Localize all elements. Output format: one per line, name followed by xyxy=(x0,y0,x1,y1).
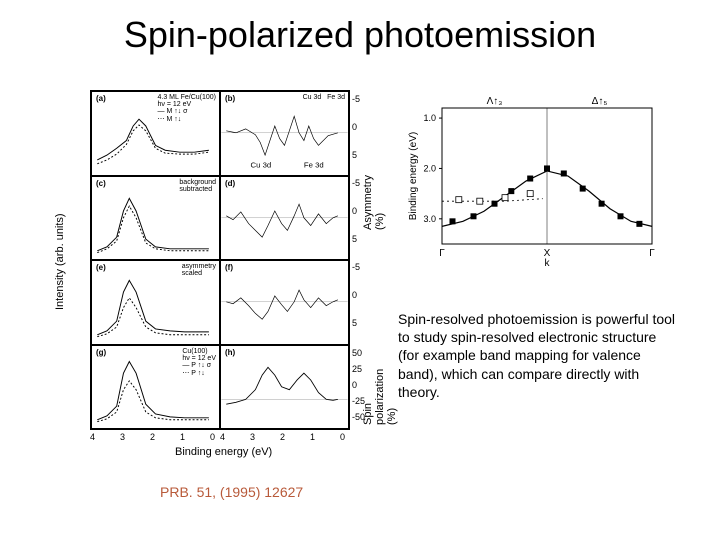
xaxis-label: Binding energy (eV) xyxy=(175,446,272,458)
spin-tick: -50 xyxy=(352,412,365,422)
asym-tick: 0 xyxy=(352,122,357,132)
panel-note: Cu(100) hν = 12 eV — P ↑↓ σ ⋯ P ↑↓ xyxy=(182,348,216,377)
spin-tick: 50 xyxy=(352,348,362,358)
svg-text:Γ: Γ xyxy=(649,248,655,259)
asym-tick: 5 xyxy=(352,150,357,160)
panel-label: (f) xyxy=(225,263,233,272)
svg-text:Cu 3d: Cu 3d xyxy=(251,161,272,170)
panel-c: (c) background subtracted xyxy=(91,176,220,261)
xtick: 3 xyxy=(250,432,255,442)
yaxis-right-top-label: Asymmetry (%) xyxy=(362,175,386,230)
xtick: 4 xyxy=(220,432,225,442)
panel-note: background subtracted xyxy=(179,179,216,193)
panel-note: Cu 3d Fe 3d xyxy=(303,94,345,101)
panel-label: (h) xyxy=(225,348,235,357)
xtick: 0 xyxy=(210,432,215,442)
svg-text:3.0: 3.0 xyxy=(423,214,436,224)
svg-text:1.0: 1.0 xyxy=(423,113,436,123)
svg-text:k: k xyxy=(545,258,551,269)
svg-text:Binding energy (eV): Binding energy (eV) xyxy=(408,132,419,220)
svg-text:2.0: 2.0 xyxy=(423,163,436,173)
xtick: 2 xyxy=(280,432,285,442)
spin-tick: 25 xyxy=(352,364,362,374)
xtick: 2 xyxy=(150,432,155,442)
xtick: 0 xyxy=(340,432,345,442)
panel-a: (a) 4.3 ML Fe/Cu(100) hν = 12 eV — M ↑↓ σ… xyxy=(91,91,220,176)
panel-label: (b) xyxy=(225,94,235,103)
xtick: 1 xyxy=(310,432,315,442)
spin-tick: -25 xyxy=(352,396,365,406)
panel-g: (g) Cu(100) hν = 12 eV — P ↑↓ σ ⋯ P ↑↓ xyxy=(91,345,220,430)
asym-tick: -5 xyxy=(352,94,360,104)
panel-b: Cu 3d Fe 3d (b) Cu 3d Fe 3d xyxy=(220,91,349,176)
right-figure: Λ↑₃Δ↑₅1.02.03.0ΓXΓBinding energy (eV)k xyxy=(404,90,664,270)
citation-text: PRB. 51, (1995) 12627 xyxy=(160,484,303,500)
svg-text:Λ↑₃: Λ↑₃ xyxy=(487,96,503,107)
svg-text:Δ↑₅: Δ↑₅ xyxy=(592,96,608,107)
svg-text:Γ: Γ xyxy=(439,248,445,259)
asym-tick: 0 xyxy=(352,290,357,300)
panel-note: 4.3 ML Fe/Cu(100) hν = 12 eV — M ↑↓ σ ⋯ … xyxy=(158,94,217,123)
panel-h: (h) xyxy=(220,345,349,430)
spin-tick: 0 xyxy=(352,380,357,390)
description-text: Spin-resolved photoemission is powerful … xyxy=(398,310,678,401)
panel-note: asymmetry scaled xyxy=(182,263,216,277)
panel-d: (d) xyxy=(220,176,349,261)
asym-tick: 5 xyxy=(352,318,357,328)
panel-f: (f) xyxy=(220,260,349,345)
page-title: Spin-polarized photoemission xyxy=(124,14,596,56)
panel-label: (g) xyxy=(96,348,106,357)
xtick: 3 xyxy=(120,432,125,442)
panel-label: (e) xyxy=(96,263,106,272)
svg-text:Fe 3d: Fe 3d xyxy=(304,161,324,170)
asym-tick: -5 xyxy=(352,178,360,188)
panel-label: (c) xyxy=(96,179,106,188)
panel-label: (d) xyxy=(225,179,235,188)
asym-tick: 5 xyxy=(352,234,357,244)
yaxis-right-bottom-label: Spin polarization (%) xyxy=(362,369,398,425)
yaxis-left-label: Intensity (arb. units) xyxy=(54,213,66,310)
asym-tick: -5 xyxy=(352,262,360,272)
asym-tick: 0 xyxy=(352,206,357,216)
xtick: 4 xyxy=(90,432,95,442)
left-figure: Intensity (arb. units) Asymmetry (%) Spi… xyxy=(60,90,360,460)
xtick: 1 xyxy=(180,432,185,442)
panel-e: (e) asymmetry scaled xyxy=(91,260,220,345)
panel-label: (a) xyxy=(96,94,106,103)
